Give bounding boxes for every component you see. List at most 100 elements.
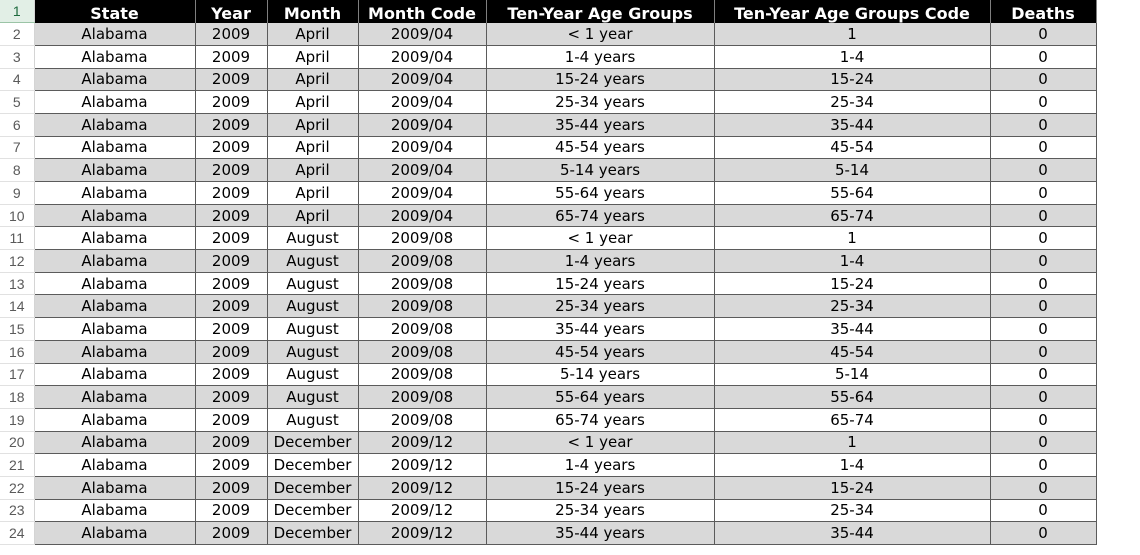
- cell-deaths[interactable]: 0: [990, 431, 1097, 455]
- row-number[interactable]: 7: [0, 136, 35, 160]
- cell-year[interactable]: 2009: [195, 317, 268, 341]
- cell-year[interactable]: 2009: [195, 499, 268, 523]
- cell-month-code[interactable]: 2009/04: [358, 22, 487, 46]
- cell-month-code[interactable]: 2009/04: [358, 68, 487, 92]
- cell-state[interactable]: Alabama: [34, 340, 196, 364]
- cell-year[interactable]: 2009: [195, 204, 268, 228]
- cell-state[interactable]: Alabama: [34, 272, 196, 296]
- cell-state[interactable]: Alabama: [34, 113, 196, 137]
- row-number[interactable]: 12: [0, 249, 35, 273]
- cell-age-group[interactable]: 25-34 years: [486, 90, 715, 114]
- cell-state[interactable]: Alabama: [34, 476, 196, 500]
- cell-month[interactable]: April: [267, 113, 359, 137]
- cell-deaths[interactable]: 0: [990, 408, 1097, 432]
- cell-deaths[interactable]: 0: [990, 68, 1097, 92]
- cell-month[interactable]: April: [267, 158, 359, 182]
- cell-month-code[interactable]: 2009/08: [358, 363, 487, 387]
- cell-month[interactable]: August: [267, 340, 359, 364]
- cell-age-group[interactable]: 45-54 years: [486, 136, 715, 160]
- cell-year[interactable]: 2009: [195, 113, 268, 137]
- cell-year[interactable]: 2009: [195, 385, 268, 409]
- cell-state[interactable]: Alabama: [34, 204, 196, 228]
- cell-age-group[interactable]: 1-4 years: [486, 45, 715, 69]
- cell-age-group-code[interactable]: 35-44: [714, 521, 991, 545]
- column-header-age-groups-code[interactable]: Ten-Year Age Groups Code: [714, 0, 991, 23]
- cell-state[interactable]: Alabama: [34, 408, 196, 432]
- cell-year[interactable]: 2009: [195, 431, 268, 455]
- cell-age-group-code[interactable]: 15-24: [714, 272, 991, 296]
- cell-age-group[interactable]: 65-74 years: [486, 204, 715, 228]
- cell-month-code[interactable]: 2009/08: [358, 408, 487, 432]
- cell-age-group[interactable]: 45-54 years: [486, 340, 715, 364]
- row-number[interactable]: 6: [0, 113, 35, 137]
- row-number[interactable]: 22: [0, 476, 35, 500]
- cell-state[interactable]: Alabama: [34, 181, 196, 205]
- cell-deaths[interactable]: 0: [990, 476, 1097, 500]
- row-number[interactable]: 2: [0, 22, 35, 46]
- column-header-deaths[interactable]: Deaths: [990, 0, 1097, 23]
- cell-year[interactable]: 2009: [195, 521, 268, 545]
- cell-year[interactable]: 2009: [195, 158, 268, 182]
- row-number[interactable]: 13: [0, 272, 35, 296]
- cell-month-code[interactable]: 2009/12: [358, 521, 487, 545]
- cell-age-group-code[interactable]: 45-54: [714, 136, 991, 160]
- column-header-age-groups[interactable]: Ten-Year Age Groups: [486, 0, 715, 23]
- row-number[interactable]: 15: [0, 317, 35, 341]
- cell-age-group[interactable]: 35-44 years: [486, 113, 715, 137]
- cell-year[interactable]: 2009: [195, 136, 268, 160]
- cell-month[interactable]: April: [267, 204, 359, 228]
- cell-month-code[interactable]: 2009/04: [358, 136, 487, 160]
- row-number[interactable]: 18: [0, 385, 35, 409]
- cell-month[interactable]: April: [267, 136, 359, 160]
- cell-month-code[interactable]: 2009/12: [358, 431, 487, 455]
- column-header-month[interactable]: Month: [267, 0, 359, 23]
- cell-year[interactable]: 2009: [195, 45, 268, 69]
- cell-year[interactable]: 2009: [195, 340, 268, 364]
- column-header-state[interactable]: State: [34, 0, 196, 23]
- cell-age-group-code[interactable]: 1: [714, 22, 991, 46]
- row-number[interactable]: 23: [0, 499, 35, 523]
- cell-month-code[interactable]: 2009/08: [358, 340, 487, 364]
- cell-month[interactable]: August: [267, 294, 359, 319]
- cell-month-code[interactable]: 2009/04: [358, 90, 487, 114]
- cell-month[interactable]: December: [267, 499, 359, 523]
- cell-state[interactable]: Alabama: [34, 68, 196, 92]
- cell-month[interactable]: April: [267, 22, 359, 46]
- cell-age-group-code[interactable]: 1: [714, 431, 991, 455]
- cell-month[interactable]: August: [267, 408, 359, 432]
- cell-month[interactable]: April: [267, 68, 359, 92]
- cell-age-group[interactable]: < 1 year: [486, 226, 715, 251]
- cell-age-group-code[interactable]: 1-4: [714, 45, 991, 69]
- cell-deaths[interactable]: 0: [990, 113, 1097, 137]
- cell-age-group[interactable]: 5-14 years: [486, 158, 715, 182]
- cell-state[interactable]: Alabama: [34, 521, 196, 545]
- cell-age-group[interactable]: 25-34 years: [486, 294, 715, 319]
- cell-month[interactable]: December: [267, 476, 359, 500]
- cell-deaths[interactable]: 0: [990, 181, 1097, 205]
- cell-month-code[interactable]: 2009/08: [358, 226, 487, 251]
- cell-age-group[interactable]: 1-4 years: [486, 453, 715, 477]
- cell-month[interactable]: December: [267, 431, 359, 455]
- cell-state[interactable]: Alabama: [34, 294, 196, 319]
- row-number[interactable]: 24: [0, 521, 35, 545]
- cell-age-group[interactable]: 55-64 years: [486, 181, 715, 205]
- cell-month[interactable]: December: [267, 453, 359, 477]
- cell-age-group[interactable]: 55-64 years: [486, 385, 715, 409]
- cell-month-code[interactable]: 2009/04: [358, 181, 487, 205]
- cell-month-code[interactable]: 2009/08: [358, 294, 487, 319]
- cell-age-group-code[interactable]: 15-24: [714, 476, 991, 500]
- cell-deaths[interactable]: 0: [990, 90, 1097, 114]
- row-number[interactable]: 1: [0, 0, 35, 24]
- row-number[interactable]: 16: [0, 340, 35, 364]
- cell-age-group[interactable]: 65-74 years: [486, 408, 715, 432]
- row-number[interactable]: 9: [0, 181, 35, 205]
- cell-age-group-code[interactable]: 25-34: [714, 499, 991, 523]
- cell-year[interactable]: 2009: [195, 181, 268, 205]
- cell-age-group-code[interactable]: 35-44: [714, 317, 991, 341]
- cell-month[interactable]: April: [267, 45, 359, 69]
- cell-age-group[interactable]: 5-14 years: [486, 363, 715, 387]
- cell-state[interactable]: Alabama: [34, 499, 196, 523]
- cell-month-code[interactable]: 2009/08: [358, 385, 487, 409]
- cell-month-code[interactable]: 2009/08: [358, 249, 487, 273]
- cell-age-group[interactable]: 1-4 years: [486, 249, 715, 273]
